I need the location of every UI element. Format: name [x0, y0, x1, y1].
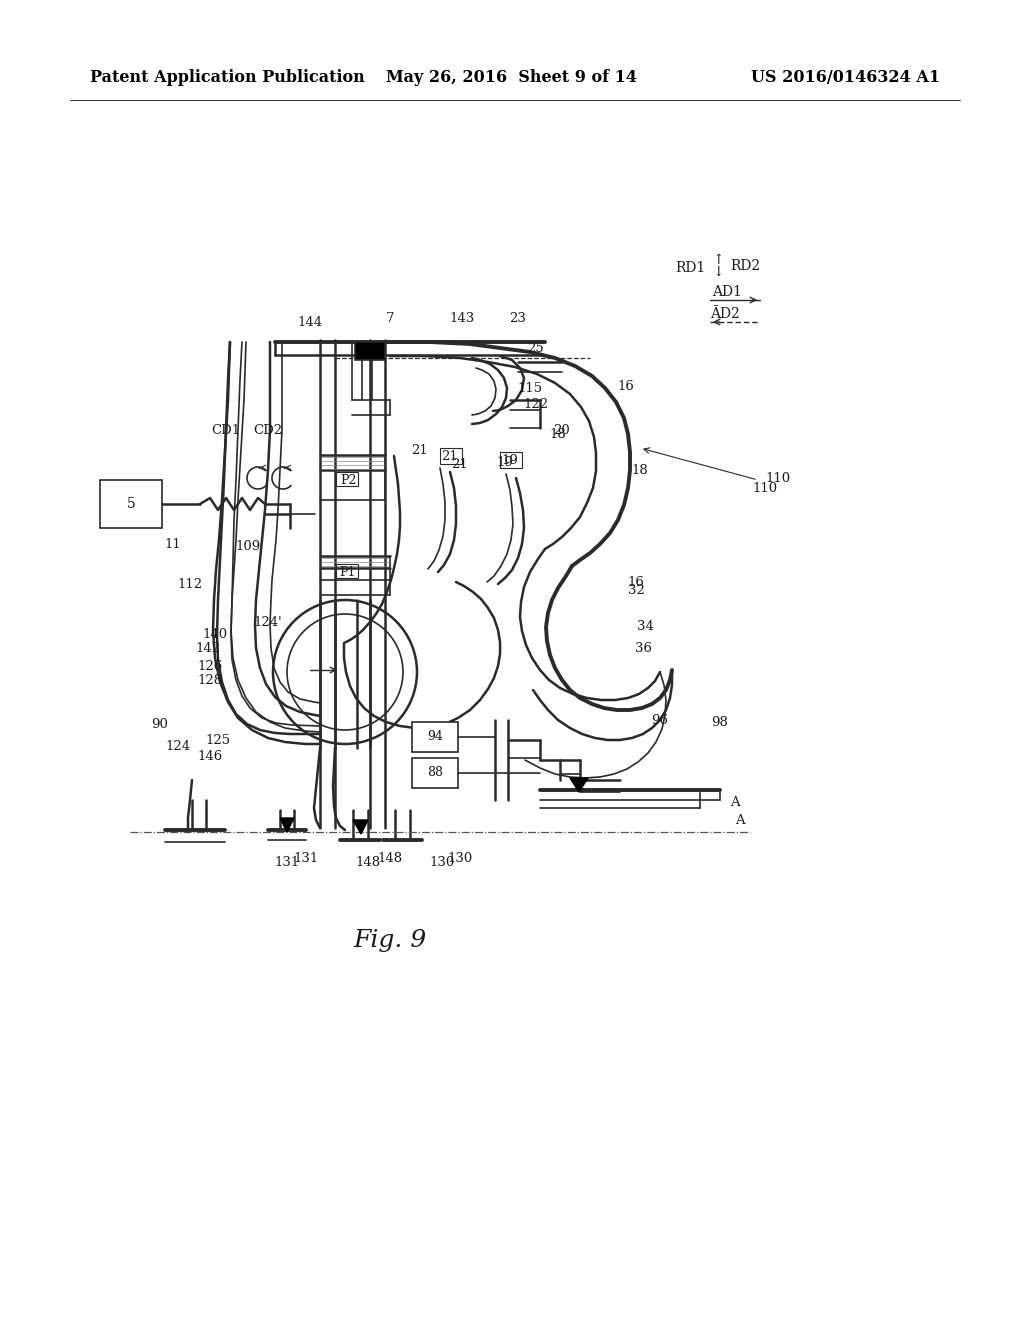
Text: 19: 19	[502, 454, 518, 466]
Text: 21: 21	[452, 458, 468, 470]
Text: 115: 115	[517, 381, 543, 395]
Bar	[412, 758, 458, 788]
Text: 126: 126	[198, 660, 222, 672]
Text: 34: 34	[637, 619, 653, 632]
Text: RD2: RD2	[730, 259, 760, 273]
Polygon shape	[353, 820, 368, 834]
Text: 110: 110	[765, 471, 791, 484]
Polygon shape	[570, 777, 588, 792]
Text: 16: 16	[628, 576, 644, 589]
Text: 20: 20	[554, 424, 570, 437]
Text: 122: 122	[523, 399, 549, 412]
Text: 98: 98	[712, 715, 728, 729]
Text: 140: 140	[203, 627, 227, 640]
Text: 96: 96	[651, 714, 669, 726]
Bar	[100, 480, 162, 528]
Bar	[500, 451, 522, 469]
Text: P1: P1	[340, 565, 356, 578]
Text: 94: 94	[427, 730, 443, 743]
Text: 112: 112	[177, 578, 203, 590]
Text: 16: 16	[617, 380, 635, 392]
Text: 146: 146	[198, 750, 222, 763]
Text: P2: P2	[340, 474, 356, 487]
Text: ↓: ↓	[712, 265, 724, 279]
Text: 19: 19	[497, 455, 513, 469]
Text: 142: 142	[196, 642, 220, 655]
Text: 148: 148	[355, 855, 381, 869]
Text: A: A	[735, 813, 744, 826]
Text: CD1: CD1	[211, 424, 241, 437]
Text: 7: 7	[386, 312, 394, 325]
Text: 18: 18	[550, 428, 566, 441]
Text: 130: 130	[429, 855, 455, 869]
Text: 144: 144	[297, 315, 323, 329]
Bar	[440, 447, 462, 465]
Bar	[412, 722, 458, 752]
Text: 109: 109	[236, 540, 261, 553]
Text: ĀD2: ĀD2	[710, 308, 739, 321]
Text: 23: 23	[510, 312, 526, 325]
Text: 131: 131	[293, 851, 318, 865]
Text: 18: 18	[632, 463, 648, 477]
Text: 90: 90	[152, 718, 168, 730]
Text: CD2: CD2	[253, 424, 283, 437]
Text: 21: 21	[441, 450, 459, 462]
Bar	[336, 564, 358, 578]
Text: 36: 36	[635, 642, 651, 655]
Text: 143: 143	[450, 312, 475, 325]
Text: 124: 124	[166, 739, 190, 752]
Text: 124': 124'	[254, 615, 283, 628]
Text: 125: 125	[206, 734, 230, 747]
Text: 88: 88	[427, 767, 443, 780]
Text: 131: 131	[274, 855, 300, 869]
Text: 110: 110	[753, 482, 777, 495]
Text: US 2016/0146324 A1: US 2016/0146324 A1	[751, 70, 940, 87]
Text: RD1: RD1	[675, 261, 706, 275]
Text: Patent Application Publication: Patent Application Publication	[90, 70, 365, 87]
Text: 5: 5	[127, 498, 135, 511]
Text: AD1: AD1	[712, 285, 741, 300]
Bar	[355, 342, 385, 360]
Text: May 26, 2016  Sheet 9 of 14: May 26, 2016 Sheet 9 of 14	[386, 70, 638, 87]
Text: 148: 148	[378, 851, 402, 865]
Text: Fig. 9: Fig. 9	[353, 928, 427, 952]
Text: 130: 130	[447, 851, 473, 865]
Text: 11: 11	[165, 537, 181, 550]
Text: A: A	[730, 796, 739, 808]
Text: 21: 21	[412, 444, 428, 457]
Bar	[336, 473, 358, 486]
Polygon shape	[280, 818, 294, 832]
Text: 32: 32	[628, 583, 644, 597]
Text: ↑: ↑	[712, 253, 724, 267]
Text: 25: 25	[526, 342, 544, 355]
Text: 128: 128	[198, 673, 222, 686]
